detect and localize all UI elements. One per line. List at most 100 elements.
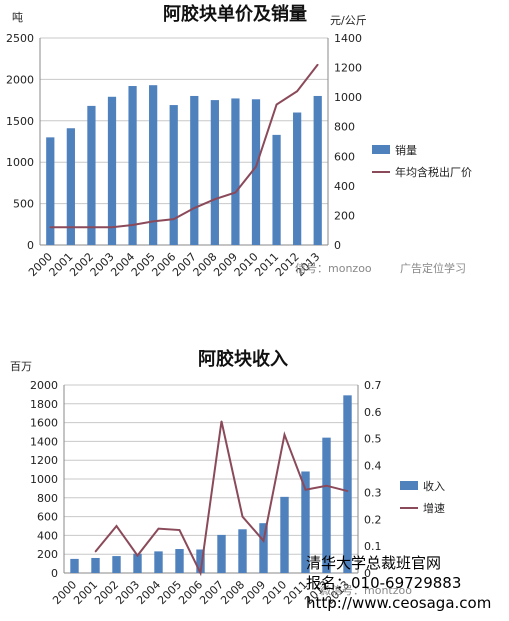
- line-point: [199, 572, 202, 574]
- y-right-tick-label: 1400: [334, 32, 362, 45]
- line-point: [49, 226, 52, 229]
- y-left-tick-label: 1000: [6, 156, 34, 169]
- y-right-tick-label: 600: [334, 150, 355, 163]
- y-right-tick-label: 0.2: [364, 513, 382, 526]
- legend-label: 收入: [423, 479, 445, 493]
- legend-swatch-bar: [372, 145, 390, 154]
- bar-收入: [259, 523, 268, 573]
- bar-收入: [322, 437, 331, 573]
- watermark-text-3: 微信号：montzoo: [320, 583, 412, 597]
- line-point: [94, 550, 97, 553]
- bar-收入: [175, 549, 184, 573]
- bar-销量: [190, 95, 199, 246]
- bar-销量: [231, 98, 240, 245]
- line-point: [220, 420, 223, 423]
- line-point: [304, 488, 307, 491]
- bar-销量: [107, 96, 117, 246]
- line-point: [214, 198, 216, 200]
- line-point: [346, 490, 349, 492]
- bar-收入: [196, 549, 205, 573]
- y-right-tick-label: 0.5: [364, 433, 382, 446]
- y-left-tick-label: 2000: [30, 379, 58, 392]
- bar-收入: [70, 558, 79, 573]
- y-left-tick-label: 600: [37, 511, 58, 524]
- bar-收入: [217, 534, 226, 573]
- legend-swatch-bar: [400, 481, 418, 490]
- line-point: [111, 226, 113, 229]
- chart1-plot: 0 500 1000 1500 2000 2500 0 200 400 600 800 1000 120…: [6, 32, 472, 279]
- line-point: [70, 226, 72, 229]
- watermark-text-1: 信号：monzoo: [295, 262, 372, 275]
- line-point: [316, 63, 319, 66]
- y-right-tick-label: 0.1: [364, 540, 382, 553]
- line-point: [157, 527, 160, 530]
- line-point: [90, 226, 93, 229]
- line-point: [115, 525, 118, 527]
- legend-label: 销量: [395, 143, 417, 157]
- line-point: [131, 224, 134, 226]
- legend-label: 年均含税出厂价: [395, 165, 472, 179]
- banner-line-2: 报名：010-69729883: [306, 574, 461, 592]
- bar-收入: [301, 471, 310, 573]
- y-left-tick-label: 1500: [6, 115, 34, 128]
- y-left-tick-label: 500: [13, 198, 34, 211]
- y-right-tick-label: 1200: [334, 62, 362, 75]
- banner-line-1: 清华大学总裁班官网: [306, 554, 441, 572]
- line-point: [136, 554, 139, 557]
- y-right-tick-label: 200: [334, 209, 355, 222]
- line-point: [178, 529, 181, 531]
- bar-销量: [313, 95, 322, 246]
- y-right-tick-label: 0.3: [364, 486, 382, 499]
- bar-销量: [272, 134, 281, 245]
- bar-销量: [251, 99, 261, 245]
- y-right-tick-label: 800: [334, 121, 355, 134]
- line-point: [241, 515, 244, 518]
- bar-销量: [128, 86, 137, 245]
- chart2-plot: 0 200 400 600 800 1000 1200 1400 1600 1800 2000 0 0.…: [30, 379, 445, 607]
- y-left-tick-label: 0: [51, 567, 58, 580]
- bar-销量: [149, 85, 158, 245]
- bar-销量: [210, 100, 219, 245]
- legend-label: 增速: [423, 501, 445, 515]
- y-right-tick-label: 0.4: [364, 460, 382, 473]
- bar-销量: [46, 137, 55, 245]
- y-right-tick-label: 0: [364, 567, 371, 580]
- y-left-tick-label: 800: [37, 492, 58, 505]
- y-right-tick-label: 0.7: [364, 379, 382, 392]
- y-left-tick-label: 2500: [6, 32, 34, 45]
- y-left-tick-label: 1000: [30, 473, 58, 486]
- line-point: [275, 103, 278, 106]
- bar-销量: [87, 105, 96, 245]
- bar-收入: [343, 395, 352, 573]
- line-point: [283, 433, 286, 436]
- line-point: [172, 218, 175, 220]
- bar-收入: [91, 557, 100, 573]
- y-left-tick-label: 400: [37, 529, 58, 542]
- watermark-text-2: 广告定位学习: [400, 261, 466, 275]
- y-left-tick-label: 0: [27, 239, 34, 252]
- chart1-right-unit: 元/公斤: [330, 14, 367, 27]
- bar-收入: [238, 529, 247, 573]
- y-right-tick-label: 0: [334, 239, 341, 252]
- y-left-tick-label: 1200: [30, 454, 58, 467]
- y-left-tick-label: 200: [37, 548, 58, 561]
- chart2-title: 阿胶块收入: [198, 348, 288, 370]
- chart1-title: 阿胶块单价及销量: [163, 3, 307, 25]
- y-left-tick-label: 1800: [30, 398, 58, 411]
- bar-销量: [169, 105, 178, 246]
- line-年均含税出厂价: [50, 64, 319, 229]
- line-point: [296, 90, 298, 93]
- line-point: [193, 207, 196, 209]
- line-point: [262, 539, 265, 542]
- y-right-tick-label: 0.6: [364, 406, 382, 419]
- bar-销量: [66, 128, 75, 245]
- bar-收入: [154, 551, 163, 573]
- y-left-tick-label: 1600: [30, 417, 58, 430]
- chart1-left-unit: 吨: [12, 11, 23, 24]
- y-right-tick-label: 1000: [334, 91, 362, 104]
- line-point: [152, 220, 154, 223]
- bar-收入: [133, 553, 142, 573]
- y-right-tick-label: 400: [334, 180, 355, 193]
- line-point: [234, 191, 237, 194]
- line-point: [325, 484, 328, 487]
